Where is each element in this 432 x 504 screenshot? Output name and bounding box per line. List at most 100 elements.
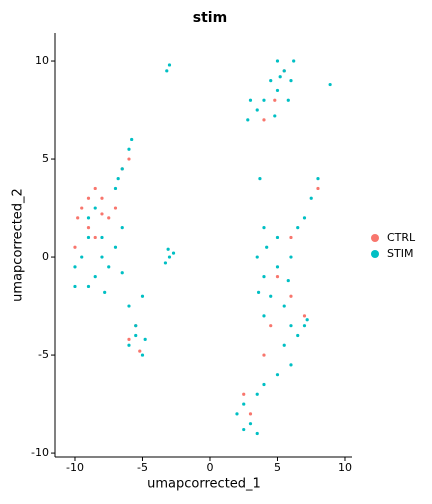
point [143,337,147,341]
point [289,294,293,298]
point [282,343,286,347]
point [255,431,259,436]
point [113,206,118,210]
point [258,177,262,181]
point [86,284,91,289]
x-tick-label: -5 [137,461,148,474]
point [316,177,320,181]
point [289,79,293,83]
point [113,186,118,191]
point [262,275,266,279]
point [248,412,253,416]
point [262,98,266,102]
point [269,294,273,298]
legend-swatch [371,234,379,242]
point [273,114,277,118]
chart-title: stim [193,10,227,26]
point [265,245,269,249]
point [282,69,286,73]
point [302,324,307,328]
point [256,290,261,294]
point [86,226,91,230]
point [282,304,286,308]
point [262,314,266,318]
y-tick-label: 10 [35,54,49,67]
point [103,290,107,294]
point [127,337,131,341]
point [140,353,145,357]
point [73,265,77,269]
point [302,216,307,220]
point [86,216,91,220]
point [138,349,142,353]
point [275,265,280,269]
point [166,247,170,251]
point [100,212,104,216]
point [262,353,266,357]
point [242,392,246,396]
point [107,216,111,220]
point [289,235,293,240]
point [296,333,300,338]
point [140,294,145,298]
point [120,167,124,171]
point [289,363,293,367]
point [248,422,253,426]
point [262,226,266,230]
point [255,108,259,112]
point [171,251,176,255]
point [275,235,280,240]
point [289,255,293,259]
x-tick-label: 10 [338,461,352,474]
point [127,157,131,161]
point [286,278,290,283]
point [235,412,239,416]
point [262,382,266,387]
point [113,245,118,249]
point [269,324,273,328]
point [100,235,104,240]
point [127,343,131,347]
y-tick-label: -5 [38,348,49,361]
x-tick-label: 5 [274,461,281,474]
point [100,255,104,259]
point [248,98,253,102]
point [302,314,307,318]
y-axis-label: umapcorrected_2 [11,188,26,302]
point [289,324,293,328]
point [127,304,131,308]
point [292,59,296,63]
point [275,88,280,93]
y-tick-label: 5 [42,152,49,165]
point [130,137,134,142]
point [167,63,172,67]
x-tick-label: 0 [206,461,213,474]
point [127,147,131,151]
point [273,98,277,102]
point [163,261,168,265]
point [242,402,246,406]
point [275,275,280,279]
point [107,265,111,269]
point [134,324,138,328]
point [275,373,280,377]
point [134,333,138,338]
legend-label: CTRL [387,231,416,244]
point [269,79,273,83]
point [262,118,266,122]
point [316,186,320,191]
point [165,69,169,73]
point [328,82,332,87]
point [86,196,91,200]
y-tick-label: -10 [31,446,49,459]
point [80,255,84,259]
y-tick-label: 0 [42,250,49,263]
point [73,245,77,249]
point [80,206,84,210]
point [255,255,259,259]
x-tick-label: -10 [66,461,84,474]
point [93,275,97,279]
point [286,98,290,102]
point [167,255,172,259]
